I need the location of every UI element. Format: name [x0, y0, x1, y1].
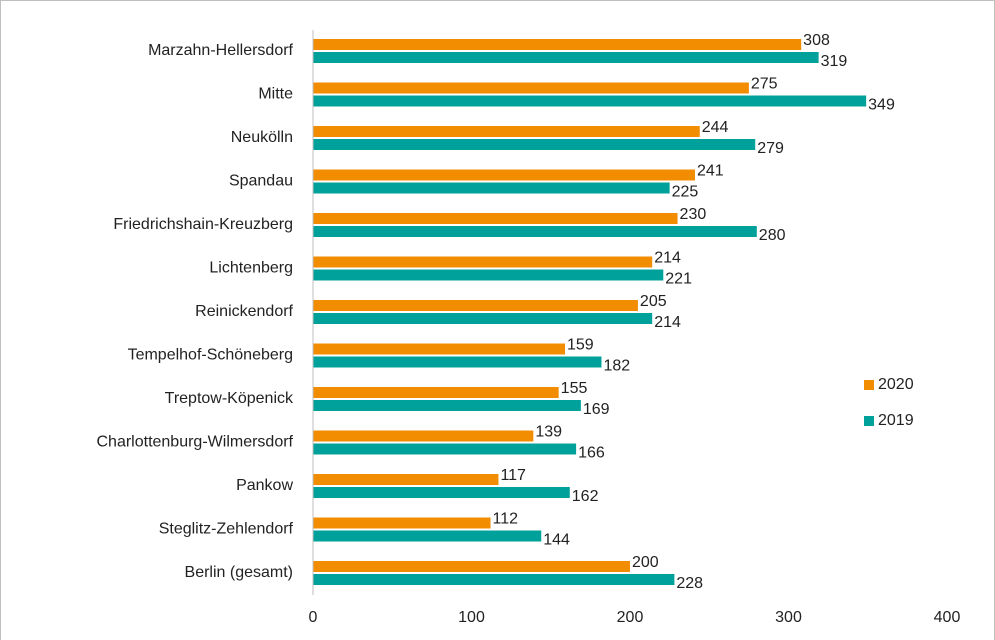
value-label: 200: [632, 554, 659, 571]
bar: [313, 474, 499, 485]
value-label: 159: [567, 337, 594, 354]
bar: [313, 517, 491, 529]
bar: [313, 487, 570, 498]
value-label: 169: [583, 401, 610, 418]
y-tick-label: Pankow: [236, 477, 293, 494]
y-tick-label: Friedrichshain-Kreuzberg: [113, 216, 293, 233]
value-label: 166: [578, 445, 605, 462]
value-label: 117: [500, 467, 526, 484]
bar: [313, 213, 678, 224]
x-tick-label: 300: [775, 609, 802, 626]
value-label: 221: [665, 271, 692, 288]
bar: [313, 561, 630, 572]
bar: [313, 530, 542, 542]
bar: [313, 39, 802, 50]
value-label: 230: [680, 206, 707, 223]
value-label: 241: [697, 163, 724, 180]
bar: [313, 182, 670, 194]
bar: [313, 313, 653, 324]
bar: [313, 574, 675, 585]
bar: [313, 343, 566, 355]
bar: [313, 300, 638, 311]
y-tick-label: Mitte: [258, 86, 293, 103]
legend-label: 2019: [878, 412, 914, 429]
value-label: 225: [672, 184, 699, 201]
bar: [313, 95, 867, 107]
bar: [313, 226, 757, 237]
value-label: 228: [676, 575, 703, 592]
bar: [313, 169, 695, 181]
value-label: 349: [868, 97, 895, 114]
value-label: 275: [751, 76, 778, 93]
y-tick-label: Steglitz-Zehlendorf: [159, 521, 294, 538]
bar: [313, 269, 664, 281]
y-tick-label: Treptow-Köpenick: [165, 390, 294, 407]
y-tick-label: Charlottenburg-Wilmersdorf: [96, 434, 293, 451]
bar: [313, 256, 653, 268]
y-tick-label: Lichtenberg: [209, 260, 293, 277]
value-label: 139: [535, 424, 562, 441]
x-tick-label: 400: [934, 609, 961, 626]
value-label: 214: [654, 250, 681, 267]
value-label: 244: [702, 119, 729, 136]
bar: [313, 356, 602, 368]
bar: [313, 443, 577, 455]
y-tick-label: Reinickendorf: [195, 303, 293, 320]
bar: [313, 82, 749, 94]
value-label: 308: [803, 32, 830, 49]
value-label: 279: [757, 140, 784, 157]
legend-swatch: [864, 416, 874, 426]
x-tick-label: 100: [458, 609, 485, 626]
value-label: 144: [543, 532, 570, 549]
legend-swatch: [864, 380, 874, 390]
value-label: 205: [640, 293, 667, 310]
bar: [313, 430, 534, 442]
x-tick-label: 0: [309, 609, 318, 626]
y-tick-label: Berlin (gesamt): [185, 564, 293, 581]
value-label: 280: [759, 227, 786, 244]
bar: [313, 126, 700, 137]
value-label: 214: [654, 314, 681, 331]
bar: [313, 387, 559, 398]
x-tick-label: 200: [617, 609, 644, 626]
bar: [313, 52, 819, 63]
value-label: 155: [561, 380, 588, 397]
bar: [313, 139, 756, 150]
value-label: 182: [603, 358, 630, 375]
value-label: 319: [821, 53, 848, 70]
legend-label: 2020: [878, 376, 914, 393]
y-tick-label: Tempelhof-Schöneberg: [128, 347, 293, 364]
bar: [313, 400, 581, 411]
y-tick-label: Neukölln: [231, 129, 293, 146]
y-tick-label: Marzahn-Hellersdorf: [148, 42, 293, 59]
value-label: 162: [572, 488, 599, 505]
value-label: 112: [493, 511, 519, 528]
y-tick-label: Spandau: [229, 173, 293, 190]
